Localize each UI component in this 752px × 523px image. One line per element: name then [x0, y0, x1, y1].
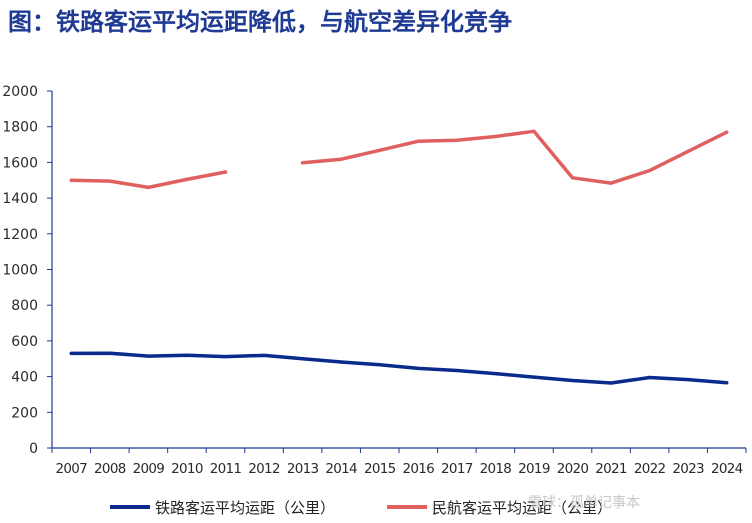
y-tick-label: 400 [11, 370, 38, 386]
data-point [725, 381, 729, 385]
y-tick-label: 1600 [2, 155, 38, 171]
data-point [532, 375, 536, 379]
x-tick-label: 2007 [55, 461, 87, 477]
legend-item: 铁路客运平均运距（公里） [110, 499, 335, 517]
watermark: 雪球：孤单记事本 [528, 495, 640, 511]
data-point [378, 363, 382, 367]
chart-title: 图：铁路客运平均运距降低，与航空差异化竞争 [8, 8, 512, 36]
data-point [455, 138, 459, 142]
x-tick-label: 2013 [287, 461, 319, 477]
data-point [69, 351, 73, 355]
data-point [108, 351, 112, 355]
x-tick-label: 2008 [94, 461, 126, 477]
y-tick-label: 800 [11, 298, 38, 314]
series-line [69, 129, 729, 190]
data-point [185, 177, 189, 181]
data-point [146, 354, 150, 358]
data-point [455, 369, 459, 373]
x-tick-label: 2018 [480, 461, 512, 477]
x-tick-label: 2017 [441, 461, 473, 477]
data-point [609, 181, 613, 185]
x-tick-label: 2019 [518, 461, 550, 477]
legend: 铁路客运平均运距（公里） 民航客运平均运距（公里） [110, 499, 612, 517]
y-tick-label: 0 [29, 441, 38, 457]
x-tick-label: 2014 [325, 461, 357, 477]
legend-label: 民航客运平均运距（公里） [432, 499, 612, 517]
data-point [301, 161, 305, 165]
x-axis: 2007 2008 2009 2010 2011 2012 2013 2014 2015 2016… [51, 447, 747, 477]
data-point [571, 379, 574, 383]
series-rail [69, 351, 729, 385]
data-point [146, 185, 150, 189]
data-point [224, 355, 227, 359]
data-point [648, 169, 652, 173]
data-point [262, 353, 266, 357]
data-point [378, 148, 382, 152]
data-point [609, 381, 613, 385]
data-point [416, 139, 420, 143]
data-point [493, 135, 497, 139]
x-tick-label: 2023 [672, 461, 704, 477]
data-point [339, 360, 343, 364]
data-point [648, 375, 652, 379]
legend-item: 民航客运平均运距（公里） [387, 499, 612, 517]
series-lines [69, 129, 729, 385]
y-tick-label: 2000 [2, 84, 38, 100]
y-tick-label: 1000 [2, 263, 38, 279]
y-tick-label: 200 [11, 405, 38, 421]
x-tick-label: 2016 [402, 461, 434, 477]
data-point [416, 366, 420, 370]
data-point [301, 357, 305, 361]
y-axis: 0 200 400 600 800 1000 1200 1400 1600 1800 2000 [2, 84, 53, 457]
data-point [108, 179, 112, 183]
data-point [532, 129, 536, 133]
data-point [493, 372, 497, 376]
x-tick-label: 2010 [171, 461, 203, 477]
x-tick-label: 2020 [557, 461, 589, 477]
series-air [69, 129, 729, 190]
x-tick-label: 2021 [595, 461, 627, 477]
x-tick-label: 2022 [634, 461, 666, 477]
data-point [185, 353, 189, 357]
legend-label: 铁路客运平均运距（公里） [155, 499, 335, 517]
data-point [339, 157, 343, 161]
data-point [69, 178, 73, 182]
data-point [686, 149, 690, 153]
x-tick-label: 2011 [210, 461, 242, 477]
x-tick-label: 2012 [248, 461, 280, 477]
x-tick-label: 2009 [133, 461, 165, 477]
y-tick-label: 1400 [2, 191, 38, 207]
data-point [686, 378, 690, 382]
data-point [224, 170, 227, 174]
x-tick-label: 2015 [364, 461, 396, 477]
y-tick-label: 1200 [2, 227, 38, 243]
y-tick-label: 600 [11, 334, 38, 350]
data-point [571, 176, 574, 180]
y-tick-label: 1800 [2, 120, 38, 136]
data-point [725, 130, 729, 134]
series-line [69, 351, 729, 385]
x-tick-label: 2024 [711, 461, 743, 477]
